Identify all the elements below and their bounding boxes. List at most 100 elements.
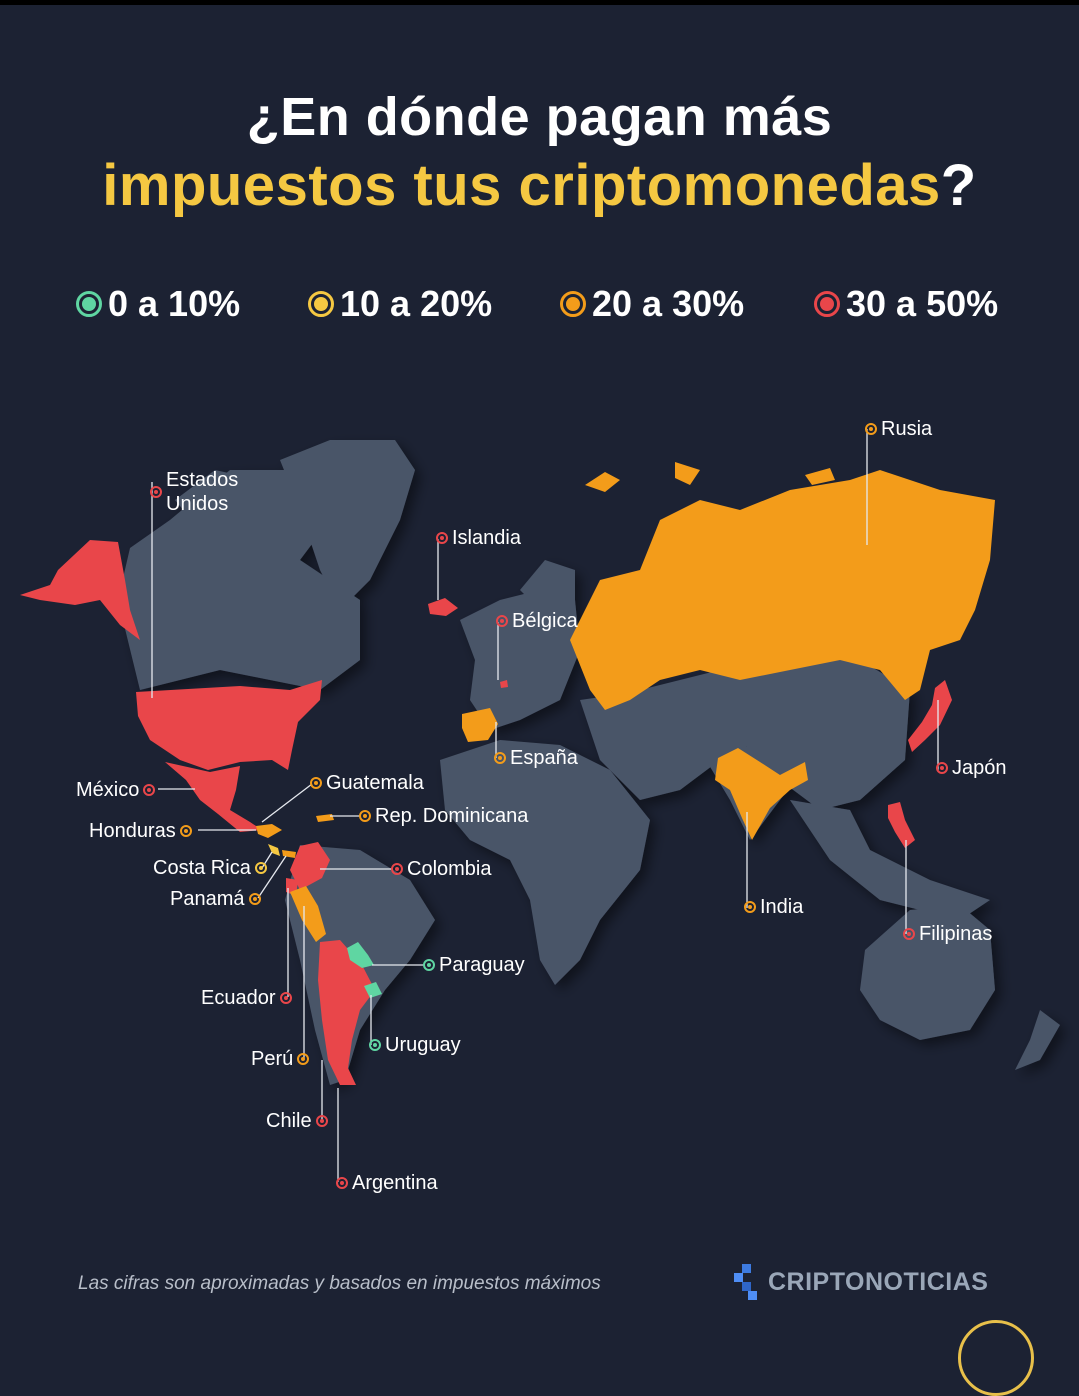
orange-pin-icon [744, 901, 756, 913]
label-argentina: Argentina [332, 1171, 438, 1195]
label-costa-rica: Costa Rica [153, 856, 271, 880]
landmass-africa [440, 740, 650, 985]
landmass-north-america [118, 470, 360, 690]
country-name: Japón [952, 757, 1007, 779]
orange-pin-icon [359, 810, 371, 822]
label-japon: Japón [932, 756, 1007, 780]
country-name: Uruguay [385, 1034, 461, 1056]
legend-item-10-20: 10 a 20% [308, 283, 492, 325]
country-name: Perú [251, 1048, 294, 1070]
legend-item-30-50: 30 a 50% [814, 283, 998, 325]
orange-pin-icon [865, 423, 877, 435]
country-panama [282, 850, 296, 858]
legend-label: 20 a 30% [592, 283, 745, 324]
red-pin-icon [150, 486, 162, 498]
country-name: Guatemala [326, 772, 424, 794]
country-name: Chile [266, 1110, 312, 1132]
red-dot-icon [814, 291, 840, 317]
legend-item-20-30: 20 a 30% [560, 283, 744, 325]
label-islandia: Islandia [432, 526, 521, 550]
country-name: Rusia [881, 418, 933, 440]
corner-badge [958, 1320, 1034, 1396]
criptonoticias-logo-icon [734, 1264, 757, 1300]
country-name: Paraguay [439, 954, 525, 976]
landmass-scandinavia [520, 560, 575, 620]
country-colombia [290, 842, 330, 890]
label-colombia: Colombia [387, 857, 491, 881]
orange-pin-icon [248, 893, 261, 905]
brand-logo[interactable]: CRIPTONOTICIAS [734, 1264, 988, 1300]
title-line-2: impuestos tus criptomonedas? [0, 152, 1079, 219]
title-question-mark: ? [940, 153, 977, 218]
red-pin-icon [336, 1177, 348, 1189]
green-pin-icon [423, 959, 435, 971]
country-name: Colombia [407, 858, 492, 880]
red-pin-icon [436, 532, 448, 544]
country-usa [136, 680, 322, 770]
label-paraguay: Paraguay [419, 953, 525, 977]
label-estados-unidos: Estados Unidos [146, 468, 246, 516]
legend-item-0-10: 0 a 10% [76, 283, 240, 325]
brand-name: CRIPTONOTICIAS [768, 1267, 989, 1296]
red-pin-icon [496, 615, 508, 627]
green-pin-icon [369, 1039, 381, 1051]
red-pin-icon [279, 992, 292, 1004]
label-panama: Panamá [170, 887, 265, 911]
red-pin-icon [315, 1115, 328, 1127]
label-uruguay: Uruguay [365, 1033, 461, 1057]
country-name: Islandia [452, 527, 521, 549]
red-pin-icon [936, 762, 948, 774]
country-peru [290, 886, 326, 942]
red-pin-icon [903, 928, 915, 940]
label-honduras: Honduras [89, 819, 196, 843]
label-mexico: México [76, 778, 159, 802]
label-belgica: Bélgica [492, 609, 578, 633]
landmass-australia [860, 905, 995, 1040]
world-map [20, 429, 1060, 1182]
title-line-1: ¿En dónde pagan más [246, 87, 833, 147]
landmass-southeast-asia [790, 800, 990, 920]
landmass-arctic-islands [175, 470, 260, 530]
footnote: Las cifras son aproximadas y basados en … [78, 1273, 601, 1294]
label-chile: Chile [266, 1109, 332, 1133]
country-name: México [76, 779, 140, 801]
country-name: Estados Unidos [166, 469, 239, 515]
country-philippines [888, 802, 915, 848]
country-name: Honduras [89, 820, 176, 842]
orange-dot-icon [560, 291, 586, 317]
landmass-europe [460, 590, 580, 730]
green-dot-icon [76, 291, 102, 317]
country-name: Filipinas [919, 923, 993, 945]
title-highlight: impuestos tus criptomonedas [102, 153, 941, 218]
country-central-america [256, 824, 282, 838]
country-mexico [165, 762, 262, 832]
orange-pin-icon [310, 777, 322, 789]
legend-label: 10 a 20% [340, 283, 493, 324]
leader-lines [151, 429, 939, 1182]
country-argentina-chile [318, 940, 375, 1085]
country-belgium [500, 680, 508, 688]
label-rep-dominicana: Rep. Dominicana [355, 804, 528, 828]
label-filipinas: Filipinas [899, 922, 992, 946]
country-japan [908, 680, 952, 752]
country-name: Panamá [170, 888, 245, 910]
top-border [0, 0, 1079, 5]
red-pin-icon [143, 784, 156, 796]
label-espana: España [490, 746, 578, 770]
country-paraguay [347, 942, 374, 968]
country-uruguay [364, 982, 382, 998]
country-name: España [510, 747, 578, 769]
label-ecuador: Ecuador [201, 986, 296, 1010]
country-name: India [760, 896, 804, 918]
country-iceland [428, 598, 458, 616]
legend-label: 0 a 10% [108, 283, 241, 324]
orange-pin-icon [494, 752, 506, 764]
landmass-greenland [280, 440, 415, 610]
russia-islands [585, 462, 835, 492]
yellow-pin-icon [254, 862, 267, 874]
country-usa-alaska [20, 540, 140, 640]
label-india: India [740, 895, 803, 919]
country-spain [462, 708, 498, 742]
country-name: Ecuador [201, 987, 276, 1009]
country-india [715, 748, 808, 840]
